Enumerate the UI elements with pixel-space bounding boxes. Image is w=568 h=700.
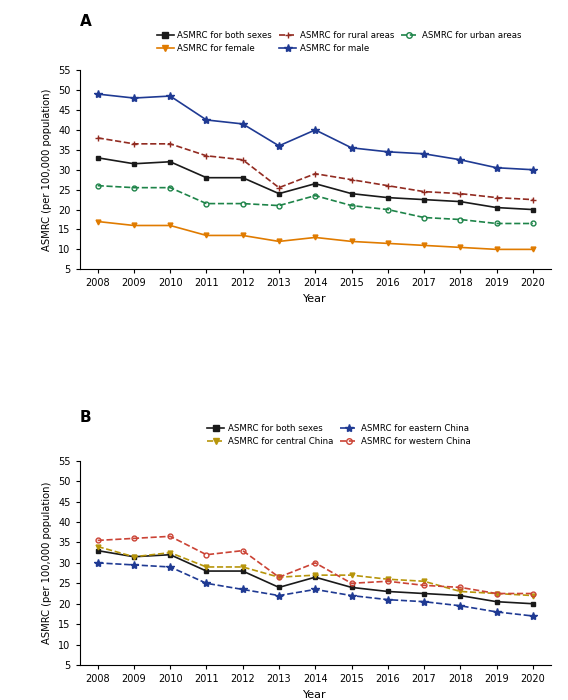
Text: B: B bbox=[80, 410, 91, 425]
Legend: ASMRC for both sexes, ASMRC for central China, ASMRC for eastern China, ASMRC fo: ASMRC for both sexes, ASMRC for central … bbox=[207, 424, 470, 447]
Text: A: A bbox=[80, 14, 91, 29]
Legend: ASMRC for both sexes, ASMRC for female, ASMRC for rural areas, ASMRC for male, A: ASMRC for both sexes, ASMRC for female, … bbox=[157, 31, 521, 53]
Y-axis label: ASMRC (per 100,000 population): ASMRC (per 100,000 population) bbox=[43, 88, 52, 251]
X-axis label: Year: Year bbox=[303, 690, 327, 699]
X-axis label: Year: Year bbox=[303, 294, 327, 304]
Y-axis label: ASMRC (per 100,000 population): ASMRC (per 100,000 population) bbox=[43, 482, 52, 644]
